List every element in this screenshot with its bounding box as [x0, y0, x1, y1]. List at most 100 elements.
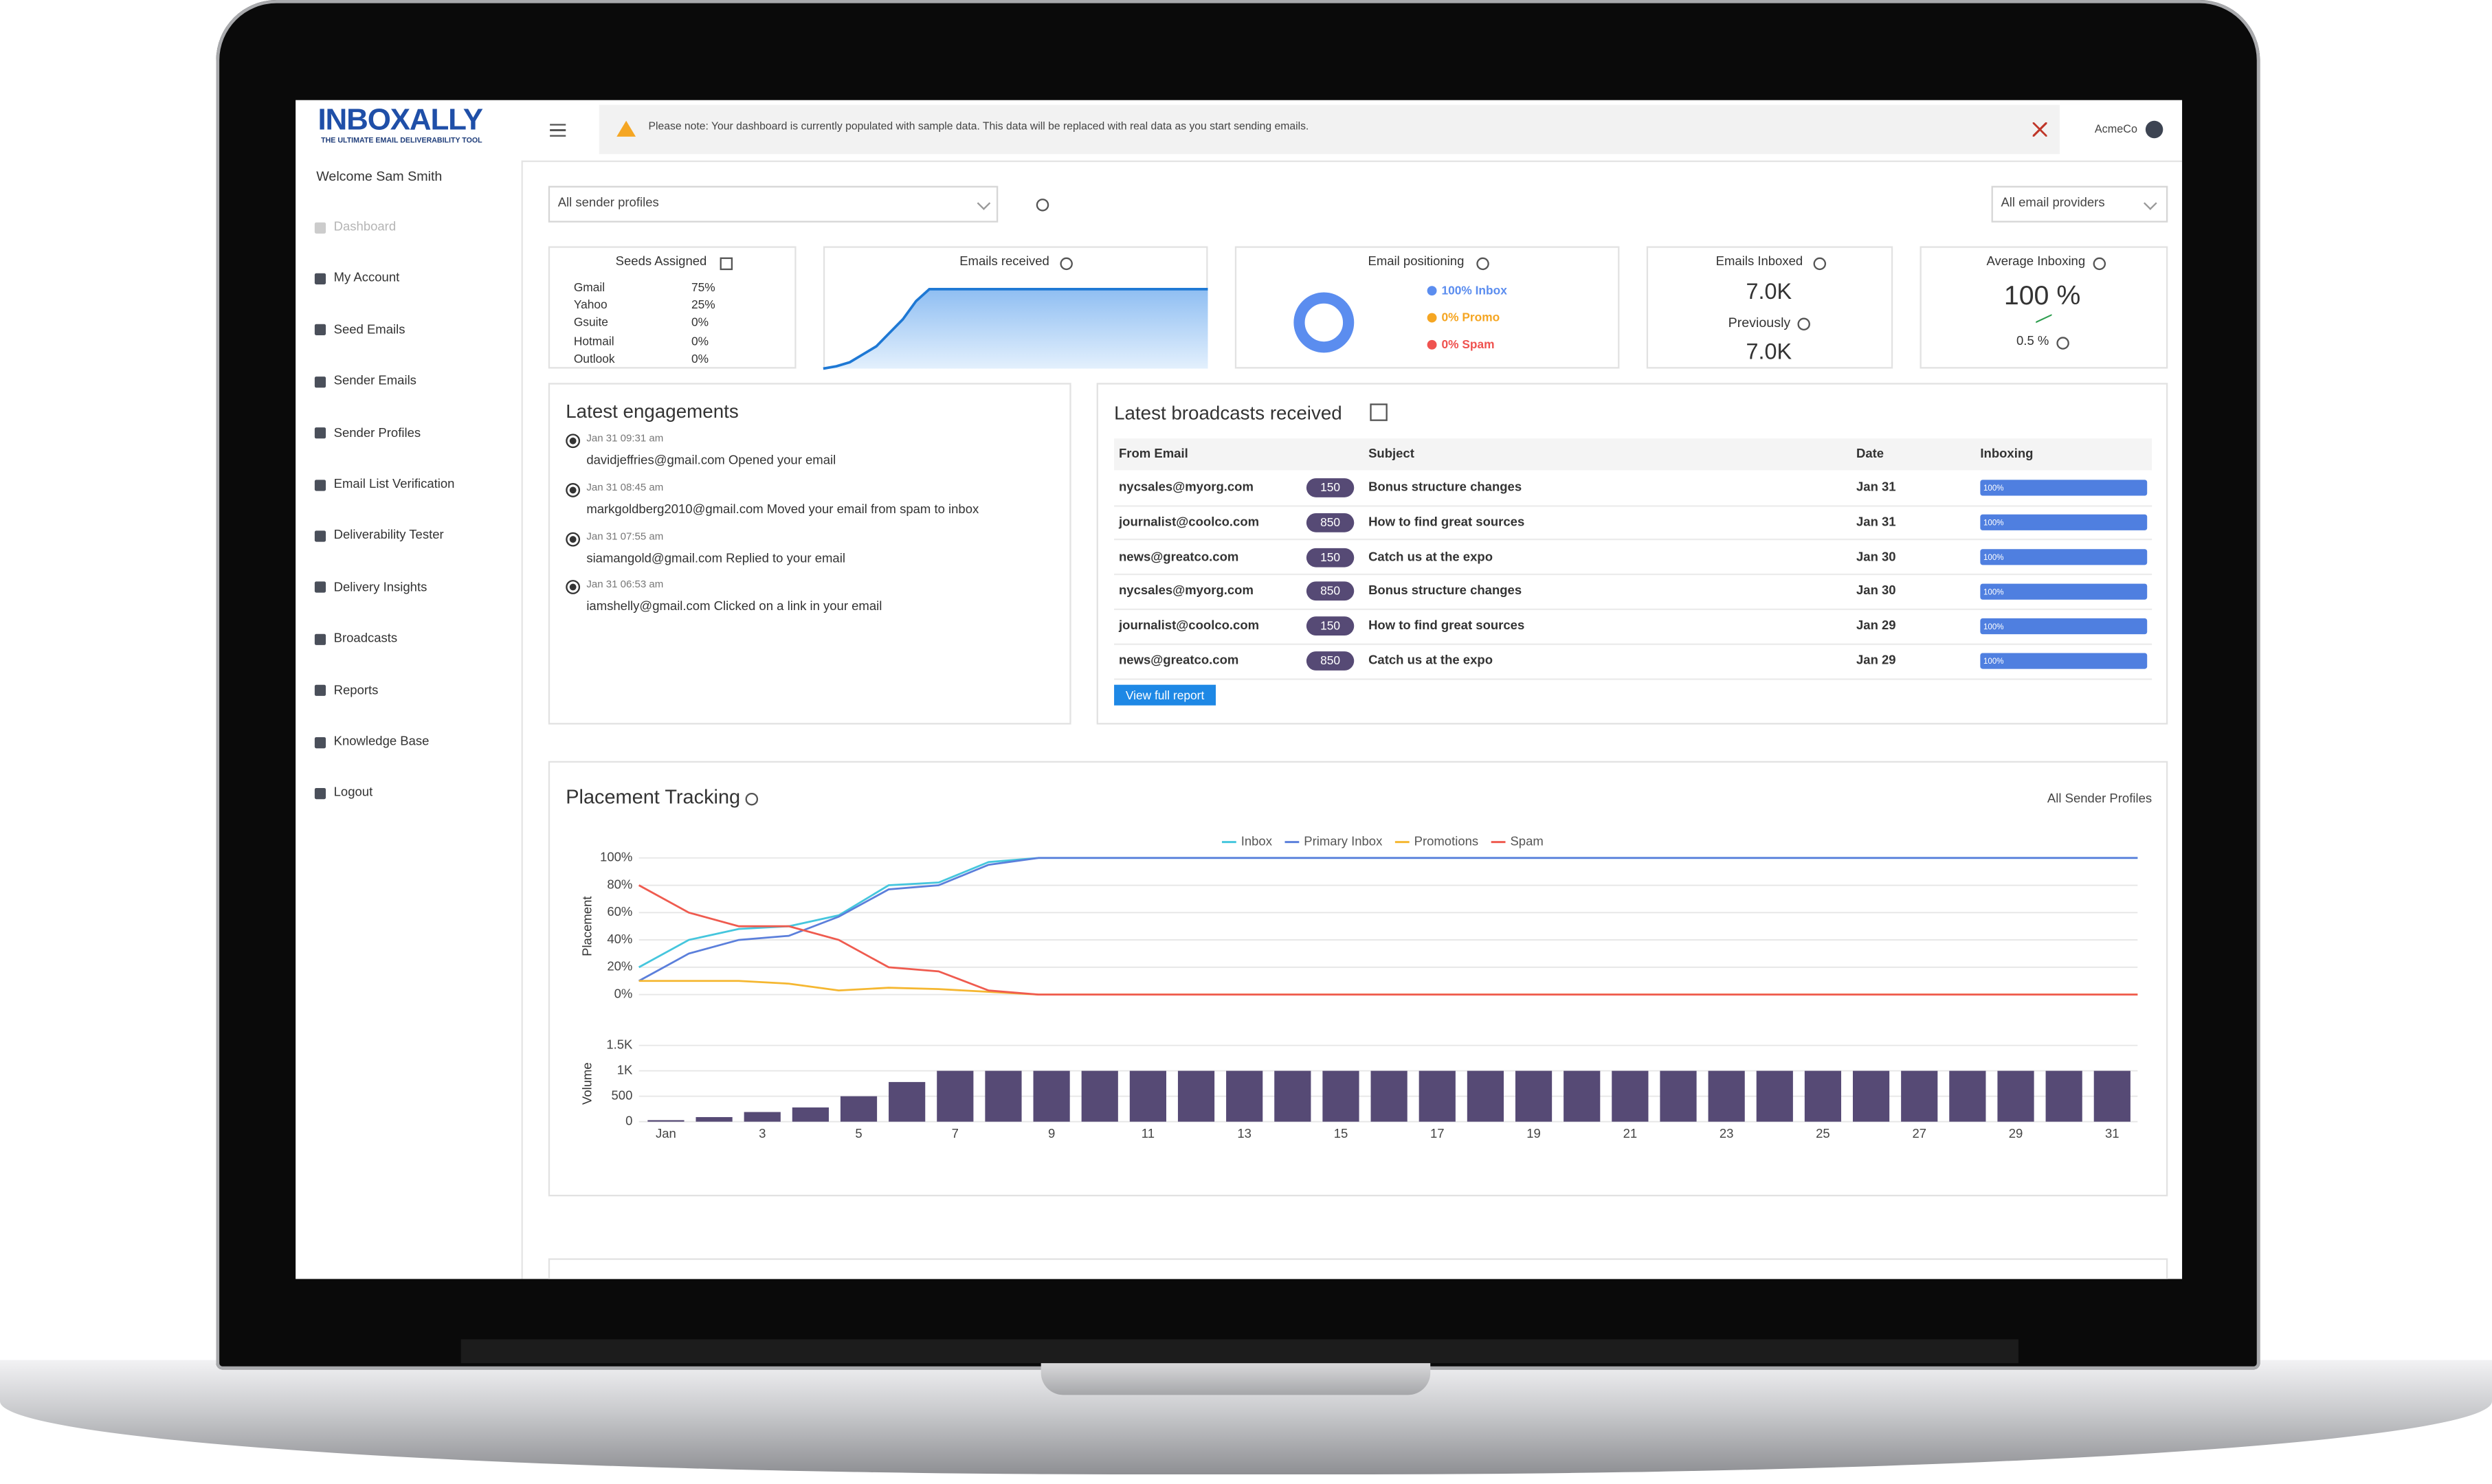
date: Jan 29 [1856, 653, 1896, 668]
nav-item[interactable]: Sender Emails [333, 373, 416, 388]
info-icon [1813, 257, 1827, 271]
legend-dot [1427, 339, 1437, 350]
card-title: Average Inboxing [1986, 254, 2086, 269]
from-email: news@greatco.com [1119, 653, 1239, 668]
inboxing-label: 100% [1983, 484, 2004, 493]
info-icon [1476, 257, 1489, 271]
x-tick-label: 25 [1816, 1126, 1830, 1140]
nav-item[interactable]: Knowledge Base [333, 734, 430, 749]
from-email: journalist@coolco.com [1119, 618, 1260, 633]
x-tick-label: 13 [1237, 1126, 1251, 1140]
count-pill [1306, 478, 1355, 497]
seed-share: 25% [691, 297, 715, 313]
nav-item[interactable]: My Account [333, 271, 400, 285]
bar [1467, 1070, 1504, 1122]
engagement-time: Jan 31 08:45 am [586, 482, 664, 494]
card-title: Placement Tracking [566, 786, 741, 809]
count: 850 [1320, 584, 1341, 598]
card-title: Emails Inboxed [1715, 254, 1803, 269]
row-divider [1114, 574, 2152, 576]
bar [1419, 1070, 1456, 1122]
inboxing-bar [1980, 583, 2148, 600]
nav-item[interactable]: Broadcasts [333, 631, 398, 646]
provider-select[interactable] [1991, 186, 2168, 223]
x-tick-label: 3 [759, 1126, 766, 1140]
nav-item[interactable]: Dashboard [333, 219, 397, 234]
bar [1033, 1070, 1070, 1122]
count: 150 [1320, 618, 1341, 633]
button-bg[interactable] [1114, 684, 1216, 706]
date: Jan 30 [1856, 549, 1896, 563]
row-divider [1114, 608, 2152, 610]
account-caret[interactable] [2145, 120, 2163, 139]
nav-item[interactable]: Delivery Insights [333, 579, 427, 594]
close-button[interactable] [2032, 122, 2047, 137]
bar [1901, 1070, 1938, 1122]
seed-share: 0% [691, 315, 709, 330]
y-axis-title: Placement [580, 896, 594, 956]
column-header: Inboxing [1980, 446, 2034, 461]
nav-item[interactable]: Seed Emails [333, 322, 405, 337]
series-line [638, 857, 2138, 982]
card-title: Seeds Assigned [615, 254, 707, 269]
seed-provider: Yahoo [573, 297, 608, 313]
count-pill [1306, 651, 1355, 671]
count: 850 [1320, 515, 1341, 530]
nav-item[interactable]: Reports [333, 682, 379, 697]
nav-item[interactable]: Deliverability Tester [333, 528, 444, 543]
timeline-dot [566, 531, 581, 546]
y-tick-label: 0% [614, 987, 633, 1001]
y-tick-label: 100% [600, 850, 632, 864]
count: 150 [1320, 480, 1341, 495]
graphics: 100% 100% 100% 100% 100% 100% 0% 20% 40% 60% 80% 10… [580, 288, 2148, 1140]
inboxing-label: 100% [1983, 623, 2004, 631]
inboxing-label: 100% [1983, 657, 2004, 666]
row-divider [1114, 539, 2152, 541]
count-pill [1306, 513, 1355, 532]
menu-button[interactable] [550, 124, 566, 137]
nav-icon [314, 633, 326, 645]
nav-item[interactable]: Sender Profiles [333, 425, 421, 440]
y-tick-label: 20% [607, 959, 632, 974]
inboxing-bar [1980, 514, 2148, 530]
sender-select[interactable] [548, 186, 999, 223]
seed-provider: Hotmail [573, 333, 614, 348]
nav-item[interactable]: Email List Verification [333, 476, 455, 491]
from-email: nycsales@myorg.com [1119, 480, 1254, 495]
card-title: Latest engagements [566, 400, 739, 423]
external-link-icon [1370, 403, 1388, 421]
sidebar-divider [521, 160, 523, 1279]
y-tick-label: 0 [625, 1114, 632, 1128]
x-tick-label: 19 [1526, 1126, 1541, 1140]
bar [647, 1120, 685, 1122]
nav-icon [314, 736, 326, 748]
bar [840, 1096, 878, 1122]
bar [1756, 1070, 1793, 1122]
bar [792, 1107, 829, 1122]
notice-bar [599, 104, 2060, 155]
info-icon [745, 792, 759, 806]
card-title: Emails received [959, 254, 1049, 269]
legend-label: 0% Promo [1441, 310, 1500, 325]
info-icon [2093, 257, 2106, 271]
legend-label: Promotions [1414, 834, 1479, 848]
donut-segment [1293, 292, 1355, 353]
row-divider [1114, 642, 2152, 645]
button[interactable]: View full report [1125, 687, 1205, 702]
nav-item[interactable]: Logout [333, 785, 373, 800]
filter-label[interactable]: All Sender Profiles [2047, 791, 2152, 806]
y-tick-label: 60% [607, 904, 632, 919]
laptop-notch [1041, 1363, 1431, 1395]
bar [985, 1070, 1022, 1122]
nav-icon [314, 530, 326, 542]
nav-icon [314, 221, 326, 233]
legend-label: 0% Spam [1441, 337, 1495, 352]
area [823, 289, 1208, 369]
info-icon [1797, 317, 1810, 330]
stat-caption: Previously [1728, 314, 1791, 330]
card-title: Email positioning [1368, 254, 1465, 269]
account-name[interactable]: AcmeCo [2094, 124, 2137, 136]
from-email: journalist@coolco.com [1119, 514, 1260, 529]
from-email: news@greatco.com [1119, 549, 1239, 563]
inboxing-bar [1980, 653, 2148, 669]
